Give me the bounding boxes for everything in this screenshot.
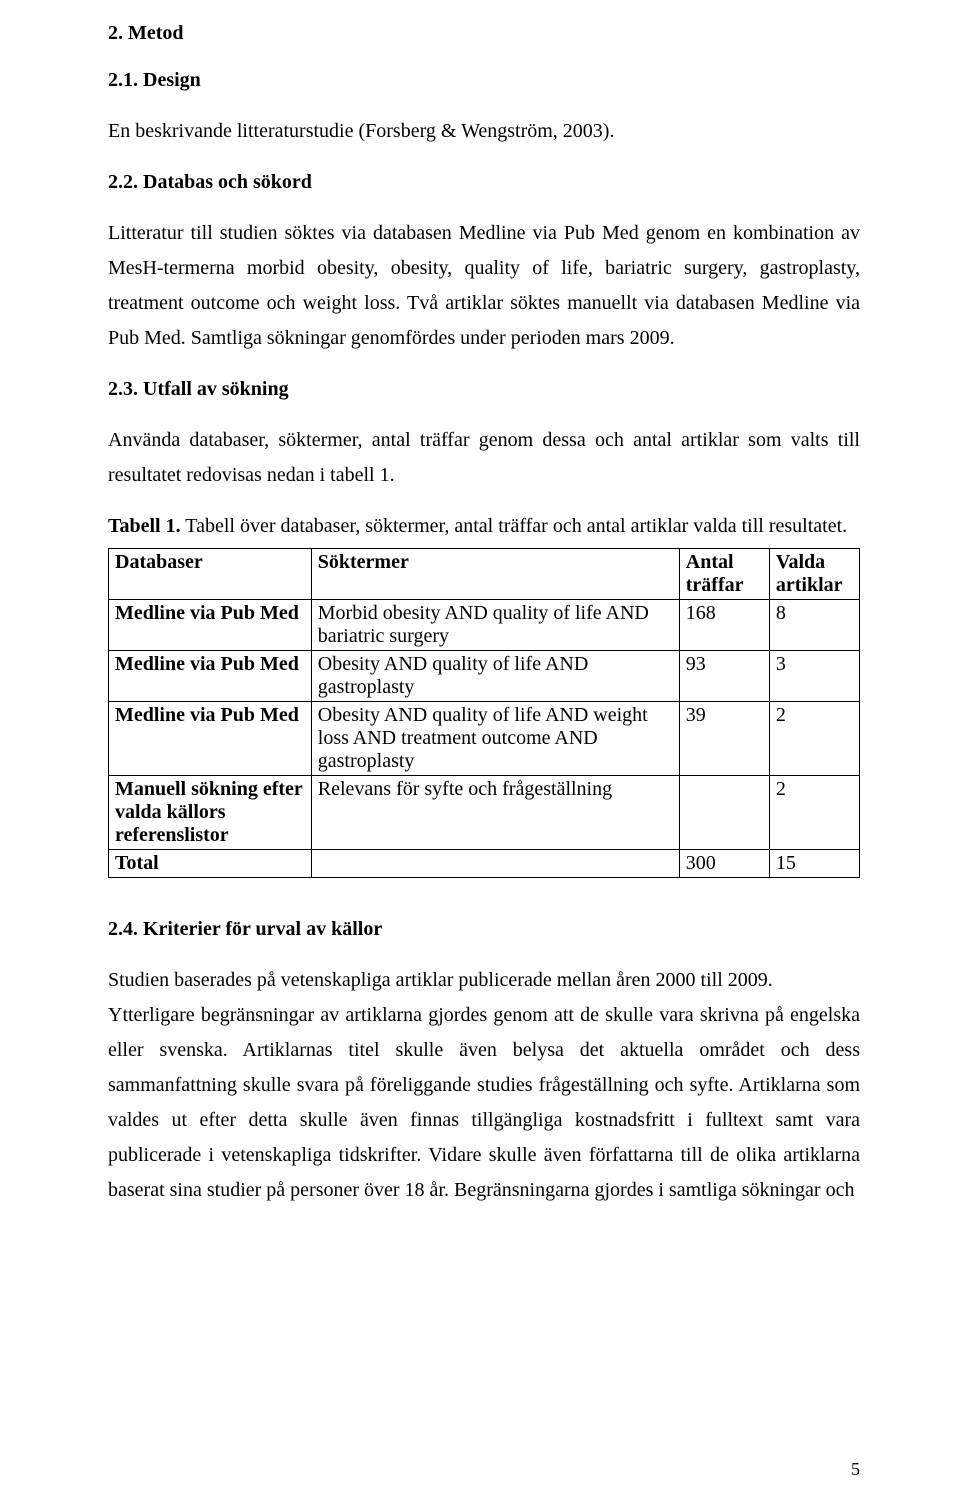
paragraph-design: En beskrivande litteraturstudie (Forsber…: [108, 114, 860, 149]
cell-hits: 93: [679, 651, 769, 702]
cell-db: Medline via Pub Med: [109, 651, 312, 702]
table-total-row: Total 300 15: [109, 850, 860, 878]
table-head-row: Databaser Söktermer Antal träffar Valda …: [109, 549, 860, 600]
page-number: 5: [851, 1459, 860, 1480]
cell-total-label: Total: [109, 850, 312, 878]
cell-hits: [679, 776, 769, 850]
cell-hits: 39: [679, 702, 769, 776]
paragraph-databas: Litteratur till studien söktes via datab…: [108, 216, 860, 356]
table-caption-label: Tabell 1.: [108, 515, 181, 537]
paragraph-kriterier-2: Ytterligare begränsningar av artiklarna …: [108, 998, 860, 1208]
heading-databas: 2.2. Databas och sökord: [108, 171, 860, 194]
cell-terms: Obesity AND quality of life AND gastropl…: [311, 651, 679, 702]
th-databaser: Databaser: [109, 549, 312, 600]
paragraph-kriterier-group: Studien baserades på vetenskapliga artik…: [108, 963, 860, 1208]
cell-total-terms: [311, 850, 679, 878]
cell-chosen: 3: [769, 651, 859, 702]
table-caption: Tabell 1. Tabell över databaser, sökterm…: [108, 515, 860, 538]
table-row: Manuell sökning efter valda källors refe…: [109, 776, 860, 850]
th-antal-traffar: Antal träffar: [679, 549, 769, 600]
search-table: Databaser Söktermer Antal träffar Valda …: [108, 548, 860, 878]
heading-kriterier: 2.4. Kriterier för urval av källor: [108, 918, 860, 941]
table-caption-text: Tabell över databaser, söktermer, antal …: [181, 515, 848, 537]
th-valda-artiklar: Valda artiklar: [769, 549, 859, 600]
table-row: Medline via Pub Med Morbid obesity AND q…: [109, 600, 860, 651]
cell-terms: Obesity AND quality of life AND weight l…: [311, 702, 679, 776]
cell-total-hits: 300: [679, 850, 769, 878]
heading-metod: 2. Metod: [108, 22, 860, 45]
cell-terms: Relevans för syfte och frågeställning: [311, 776, 679, 850]
cell-db: Manuell sökning efter valda källors refe…: [109, 776, 312, 850]
cell-hits: 168: [679, 600, 769, 651]
cell-terms: Morbid obesity AND quality of life AND b…: [311, 600, 679, 651]
paragraph-utfall: Använda databaser, söktermer, antal träf…: [108, 423, 860, 493]
cell-db: Medline via Pub Med: [109, 702, 312, 776]
paragraph-kriterier-1: Studien baserades på vetenskapliga artik…: [108, 963, 860, 998]
heading-design: 2.1. Design: [108, 69, 860, 92]
cell-chosen: 8: [769, 600, 859, 651]
cell-chosen: 2: [769, 702, 859, 776]
page: 2. Metod 2.1. Design En beskrivande litt…: [0, 0, 960, 1496]
cell-chosen: 2: [769, 776, 859, 850]
table-row: Medline via Pub Med Obesity AND quality …: [109, 651, 860, 702]
cell-total-chosen: 15: [769, 850, 859, 878]
table-row: Medline via Pub Med Obesity AND quality …: [109, 702, 860, 776]
th-soktermer: Söktermer: [311, 549, 679, 600]
heading-utfall: 2.3. Utfall av sökning: [108, 378, 860, 401]
cell-db: Medline via Pub Med: [109, 600, 312, 651]
